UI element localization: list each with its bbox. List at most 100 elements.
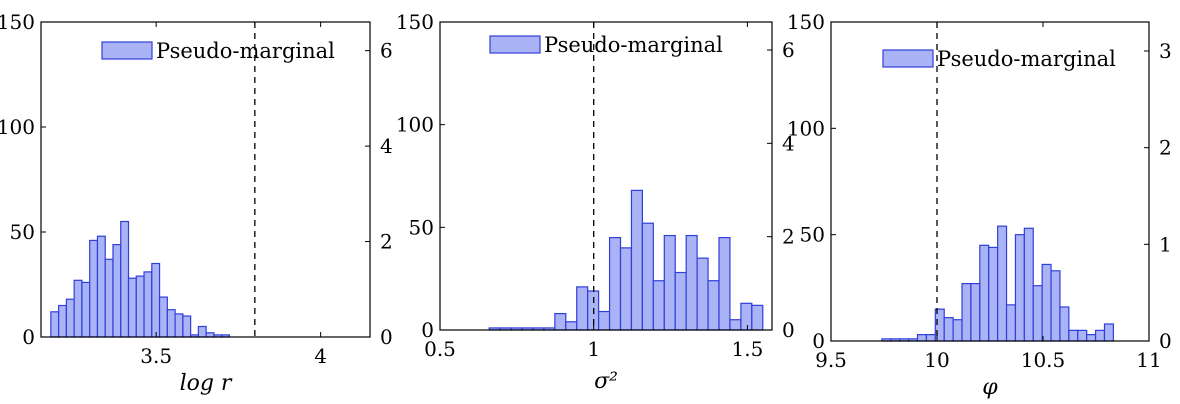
histogram-bar (961, 282, 972, 342)
histogram-bar (652, 280, 665, 331)
histogram-bar (174, 313, 184, 338)
y-tick-label-right: 2 (782, 225, 795, 249)
histogram-bar (1059, 306, 1070, 342)
y-tick-label-right: 0 (782, 318, 795, 342)
y-tick-label-left: 50 (800, 223, 825, 247)
histogram-bar (1103, 323, 1114, 342)
histogram-bar (65, 298, 75, 338)
legend-swatch (101, 41, 153, 60)
histogram-bar (166, 309, 176, 338)
y-tick-label-right: 4 (380, 134, 393, 158)
histogram-bar (997, 225, 1008, 342)
histogram-bar (1077, 329, 1088, 342)
histogram-bar (89, 239, 99, 338)
histogram-bar (81, 281, 91, 338)
y-tick-label-left: 100 (396, 113, 434, 137)
legend-label: Pseudo-marginal (937, 47, 1116, 71)
histogram-bar (104, 258, 114, 338)
histogram-bar (685, 234, 698, 331)
histogram-bar (197, 325, 207, 338)
histogram-bar (729, 319, 742, 331)
x-tick-label: 1 (587, 337, 600, 361)
x-tick-label: 3.5 (140, 344, 172, 368)
x-tick-label: 4 (314, 344, 327, 368)
histogram-bar (751, 304, 764, 331)
y-tick-label-left: 150 (0, 10, 35, 34)
histogram-bar (576, 286, 589, 331)
y-tick-label-left: 150 (787, 10, 825, 34)
histogram-bar (674, 271, 687, 331)
histogram-bar (158, 296, 168, 338)
x-tick-label: 10.5 (1021, 348, 1066, 372)
y-tick-label-left: 100 (787, 116, 825, 140)
axes-frame (439, 21, 773, 331)
histogram-bar (554, 312, 567, 331)
x-tick-label: 1.5 (732, 337, 764, 361)
histogram-bar (120, 220, 130, 338)
chart-panel-1: 3.5 4 0 50 100 150 0 2 4 6 Pseudo-marginal log r (0, 10, 393, 396)
x-axis-label: σ² (594, 369, 618, 394)
legend-label: Pseudo-marginal (544, 33, 723, 57)
legend-swatch (489, 35, 541, 54)
histogram-bar (135, 275, 145, 338)
histogram-bar (988, 246, 999, 342)
legend-swatch (882, 49, 934, 68)
y-tick-label-right: 6 (782, 38, 795, 62)
axes-frame (40, 21, 371, 338)
histogram-bar (718, 237, 731, 331)
histogram-bar (50, 311, 60, 338)
histogram-bar (619, 247, 633, 331)
y-tick-label-left: 0 (812, 329, 825, 353)
histogram-bar (58, 304, 67, 338)
x-axis-label: log r (180, 371, 233, 396)
histogram-bar (598, 310, 611, 331)
y-tick-label-right: 0 (1159, 329, 1172, 353)
y-tick-label-right: 2 (380, 230, 393, 254)
y-tick-label-right: 3 (1159, 39, 1172, 63)
histogram-bar (1014, 234, 1025, 342)
histogram-bar (127, 277, 137, 338)
y-tick-label-left: 0 (421, 318, 434, 342)
histogram-bar (1094, 329, 1106, 342)
y-tick-label-left: 50 (10, 220, 35, 244)
x-tick-label: 0.5 (424, 337, 456, 361)
histogram-bar (979, 244, 990, 342)
x-tick-label: 11 (1136, 348, 1161, 372)
y-tick-label-right: 6 (380, 39, 393, 63)
y-tick-label-right: 4 (782, 131, 795, 155)
histogram-bar (112, 244, 122, 338)
histogram-bar (151, 262, 161, 338)
histogram-bar (182, 315, 192, 338)
histogram-bar (73, 279, 83, 338)
y-tick-label-left: 0 (22, 325, 35, 349)
histogram-bar (663, 234, 676, 331)
histogram-bar (641, 222, 654, 331)
histogram-bar (143, 271, 153, 338)
histogram-bar (565, 321, 578, 331)
histogram-bar (970, 282, 981, 342)
histogram-bar (1005, 304, 1017, 342)
histogram-bar (696, 257, 709, 331)
y-tick-label-right: 2 (1159, 136, 1172, 160)
x-tick-label: 9.5 (815, 348, 847, 372)
histogram-bar (608, 237, 622, 331)
legend-label: Pseudo-marginal (156, 39, 335, 63)
y-tick-label-left: 100 (0, 115, 35, 139)
histogram-bar (1041, 263, 1052, 342)
histogram-bar (630, 189, 643, 331)
y-tick-label-right: 0 (380, 325, 393, 349)
histogram-bar (1086, 334, 1097, 342)
x-axis-label: φ (982, 375, 998, 400)
histogram-bar (1032, 285, 1043, 342)
chart-panel-2: 0.5 1 1.5 0 50 100 150 0 2 4 6 Pseudo-marginal σ² (396, 10, 795, 394)
histogram-bar (740, 302, 753, 331)
histogram-bar (205, 332, 215, 338)
histogram-bar (96, 235, 106, 338)
histogram-bar (1023, 227, 1034, 342)
histogram-bar (707, 280, 720, 331)
y-tick-label-right: 1 (1159, 232, 1172, 256)
histogram-bar (925, 334, 936, 342)
x-tick-label: 10 (924, 348, 949, 372)
